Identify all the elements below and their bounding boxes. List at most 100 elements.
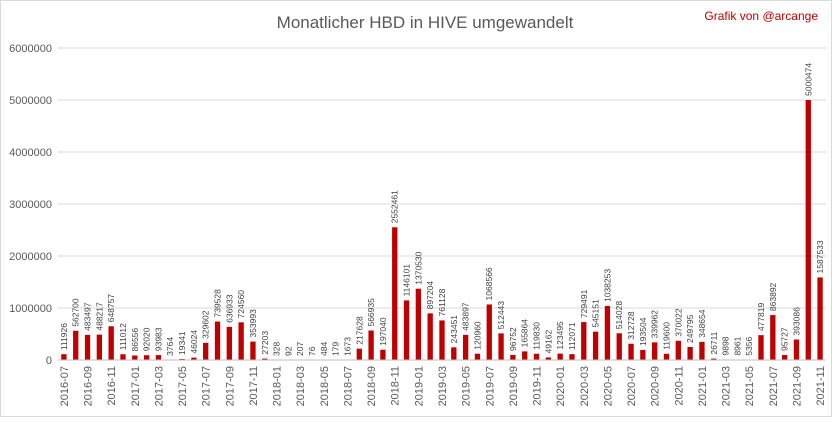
bar [522, 351, 527, 360]
data-label: 120960 [472, 321, 482, 350]
x-tick-label: 2017-01 [130, 366, 142, 406]
bar [676, 341, 681, 360]
bar [428, 313, 433, 360]
data-label: 329602 [201, 310, 211, 339]
data-label: 2552461 [390, 190, 400, 223]
x-tick-label: 2017-03 [153, 366, 165, 406]
bar [758, 335, 763, 360]
bar [487, 304, 492, 360]
x-tick-label: 2019-11 [532, 366, 544, 406]
data-label: 348654 [697, 309, 707, 338]
data-label: 1068566 [484, 267, 494, 300]
data-label: 761128 [437, 288, 447, 316]
data-label: 111926 [59, 323, 69, 350]
data-label: 86556 [130, 328, 140, 352]
bar [463, 335, 468, 360]
bar [617, 333, 622, 360]
x-tick-label: 2021-01 [697, 366, 709, 406]
x-tick-label: 2017-11 [248, 366, 260, 406]
data-label: 393086 [791, 307, 801, 336]
bar [770, 315, 775, 360]
data-label: 8961 [732, 336, 742, 355]
data-label: 488217 [94, 302, 104, 331]
bar [782, 355, 787, 360]
bar [97, 335, 102, 360]
bar [817, 277, 822, 360]
data-label: 119600 [661, 322, 671, 350]
x-tick-label: 2019-01 [413, 366, 425, 406]
data-label: 119830 [532, 322, 542, 350]
data-label: 483897 [461, 302, 471, 331]
x-tick-label: 2021-03 [721, 366, 733, 406]
y-tick-label: 5000000 [9, 95, 52, 107]
data-label: 19341 [177, 331, 187, 355]
y-tick-label: 4000000 [9, 147, 52, 159]
data-label: 636933 [224, 294, 234, 323]
x-tick-label: 2019-05 [461, 366, 473, 406]
x-tick-label: 2021-07 [768, 366, 780, 406]
data-label: 193504 [638, 317, 648, 346]
data-label: 49162 [543, 330, 553, 354]
x-tick-label: 2020-07 [626, 366, 638, 406]
x-tick-label: 2017-07 [201, 366, 213, 406]
x-tick-label: 2019-07 [484, 366, 496, 406]
chart-credit: Grafik von @arcange [704, 9, 818, 23]
data-label: 370022 [673, 308, 683, 337]
data-label: 93983 [153, 327, 163, 351]
data-label: 207 [295, 342, 305, 356]
data-label: 1370530 [413, 251, 423, 284]
bar [593, 332, 598, 360]
bar [238, 322, 243, 360]
x-tick-label: 2019-03 [437, 366, 449, 406]
bar [357, 349, 362, 360]
data-label: 5356 [744, 337, 754, 356]
data-label: 514028 [614, 301, 624, 330]
data-label: 512443 [496, 301, 506, 330]
bar [628, 344, 633, 360]
bar [227, 327, 232, 360]
data-label: 197040 [378, 317, 388, 346]
data-label: 46024 [189, 330, 199, 354]
x-tick-label: 2021-09 [791, 366, 803, 406]
bar [581, 322, 586, 360]
data-label: 312728 [626, 311, 636, 340]
bar [687, 347, 692, 360]
bar [144, 355, 149, 360]
data-label: 1146101 [402, 264, 412, 297]
data-label: 648757 [106, 294, 116, 323]
data-label: 92020 [142, 327, 152, 351]
x-tick-label: 2018-09 [366, 366, 378, 406]
x-tick-label: 2021-05 [744, 366, 756, 406]
data-label: 249795 [685, 314, 695, 343]
x-tick-label: 2018-07 [342, 366, 354, 406]
x-tick-label: 2020-09 [650, 366, 662, 406]
x-tick-label: 2019-09 [508, 366, 520, 406]
bar [156, 355, 161, 360]
x-tick-label: 2018-11 [390, 366, 402, 406]
bar [664, 354, 669, 360]
x-tick-label: 2018-05 [319, 366, 331, 406]
bar [416, 289, 421, 360]
data-label: 9898 [721, 336, 731, 355]
data-label: 1673 [342, 337, 352, 356]
bar [368, 331, 373, 360]
bar [215, 322, 220, 360]
data-label: 483497 [83, 302, 93, 331]
bar [120, 354, 125, 360]
bar [203, 343, 208, 360]
data-label: 3764 [165, 337, 175, 356]
bar [392, 227, 397, 360]
data-label: 724560 [236, 290, 246, 319]
data-label: 95727 [780, 327, 790, 351]
data-label: 328 [272, 342, 282, 356]
bar [85, 335, 90, 360]
data-label: 339962 [650, 310, 660, 339]
x-tick-label: 2020-03 [579, 366, 591, 406]
bar [557, 354, 562, 360]
x-tick-label: 2021-11 [815, 366, 827, 406]
bar [569, 354, 574, 360]
bar [132, 355, 137, 360]
bar [534, 354, 539, 360]
bar [404, 300, 409, 360]
x-tick-label: 2016-07 [59, 366, 71, 406]
